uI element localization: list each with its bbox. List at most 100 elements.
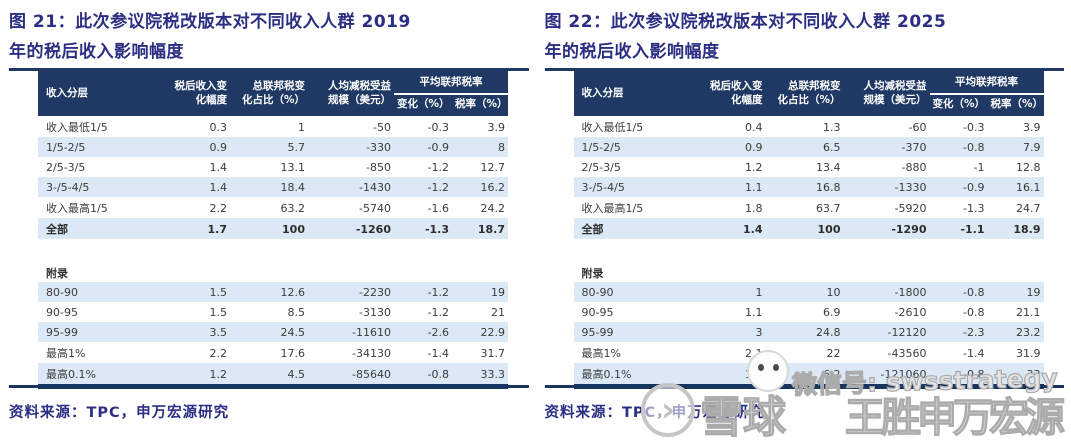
row-label: 90-95 [38, 302, 158, 322]
cell-value: 63.7 [766, 197, 844, 218]
row-label: 95-99 [38, 322, 158, 342]
cell-value: 1.5 [158, 282, 230, 302]
cell-value: 0.9 [694, 137, 766, 157]
cell-value: -0.8 [394, 363, 452, 387]
cell-value: 31.9 [988, 342, 1044, 363]
cell-value: 1.2 [158, 363, 230, 387]
table-header: 收入分层 税后收入变 化幅度 总联邦税变 化占比（%） 人均减税受益 规模（美元… [38, 71, 508, 116]
cell-value: -850 [308, 157, 394, 177]
source-note: 资料来源：TPC，申万宏源研究 [545, 401, 1065, 422]
cell-value: 23.2 [988, 322, 1044, 342]
cell-value: 3.9 [452, 116, 508, 137]
row-label: 3-/5-4/5 [574, 177, 694, 197]
cell-value: -1430 [308, 177, 394, 197]
cell-value: 0.4 [694, 116, 766, 137]
row-label: 90-95 [574, 302, 694, 322]
cell-value: -2230 [308, 282, 394, 302]
cell-value: 24.8 [766, 322, 844, 342]
row-label: 1/5-2/5 [574, 137, 694, 157]
row-label: 收入最低1/5 [574, 116, 694, 137]
figure-22-table: 收入分层 税后收入变 化幅度 总联邦税变 化占比（%） 人均减税受益 规模（美元… [574, 71, 1044, 389]
col-rate-change: 变化（%） [394, 94, 452, 117]
cell-value: -1.1 [930, 218, 988, 239]
cell-value: -1.3 [394, 218, 452, 239]
row-label: 3-/5-4/5 [38, 177, 158, 197]
cell-value: 24.7 [988, 197, 1044, 218]
cell-value: 8.5 [230, 302, 308, 322]
figure-21-table-wrap: 收入分层 税后收入变 化幅度 总联邦税变 化占比（%） 人均减税受益 规模（美元… [38, 71, 508, 389]
cell-value: 17.6 [230, 342, 308, 363]
cell-value: -1.4 [930, 342, 988, 363]
cell-value: 1.4 [694, 218, 766, 239]
col-after-tax-change: 税后收入变 化幅度 [694, 71, 766, 116]
cell-value: -1 [930, 157, 988, 177]
cell-value: 6.5 [766, 137, 844, 157]
cell-value: 24.2 [452, 197, 508, 218]
cell-value: -0.3 [394, 116, 452, 137]
row-label: 收入最低1/5 [38, 116, 158, 137]
cell-value: 3.9 [988, 116, 1044, 137]
cell-value: 1.8 [694, 197, 766, 218]
cell-value: -0.8 [930, 282, 988, 302]
cell-value: -1260 [308, 218, 394, 239]
cell-value: 3 [694, 322, 766, 342]
appendix-header: 附录 [574, 239, 1044, 282]
col-federal-tax-share: 总联邦税变 化占比（%） [230, 71, 308, 116]
cell-value: -2.3 [930, 322, 988, 342]
col-per-capita-benefit: 人均减税受益 规模（美元） [308, 71, 394, 116]
cell-value: -370 [844, 137, 930, 157]
cell-value: -3130 [308, 302, 394, 322]
col-income-group: 收入分层 [38, 71, 158, 116]
cell-value: -85640 [308, 363, 394, 387]
report-page: 图 21：此次参议院税改版本对不同收入人群 2019 年的税后收入影响幅度 收入… [0, 0, 1071, 430]
cell-value: 10 [766, 282, 844, 302]
cell-value: -2610 [844, 302, 930, 322]
appendix-label: 附录 [38, 262, 508, 282]
cell-value: 1.1 [694, 177, 766, 197]
cell-value: 63.2 [230, 197, 308, 218]
appendix-label-row: 附录 [574, 262, 1044, 282]
cell-value: 100 [230, 218, 308, 239]
cell-value: -43560 [844, 342, 930, 363]
row-label: 最高1% [574, 342, 694, 363]
row-label: 80-90 [574, 282, 694, 302]
cell-value: 1.5 [158, 302, 230, 322]
cell-value: 6.9 [766, 302, 844, 322]
row-label: 最高0.1% [574, 363, 694, 387]
col-rate-level: 税率（%） [452, 94, 508, 117]
cell-value: 100 [766, 218, 844, 239]
cell-value: 0.9 [158, 137, 230, 157]
cell-value: -1.2 [394, 177, 452, 197]
col-per-capita-benefit: 人均减税受益 规模（美元） [844, 71, 930, 116]
row-label: 95-99 [574, 322, 694, 342]
cell-value: -880 [844, 157, 930, 177]
col-rate-level: 税率（%） [988, 94, 1044, 117]
row-label: 1/5-2/5 [38, 137, 158, 157]
cell-value: -50 [308, 116, 394, 137]
cell-value: -0.9 [394, 137, 452, 157]
cell-value: -5740 [308, 197, 394, 218]
cell-value: 21.1 [988, 302, 1044, 322]
cell-value: 4.5 [230, 363, 308, 387]
cell-value: -1.4 [394, 342, 452, 363]
cell-value: 1 [694, 282, 766, 302]
